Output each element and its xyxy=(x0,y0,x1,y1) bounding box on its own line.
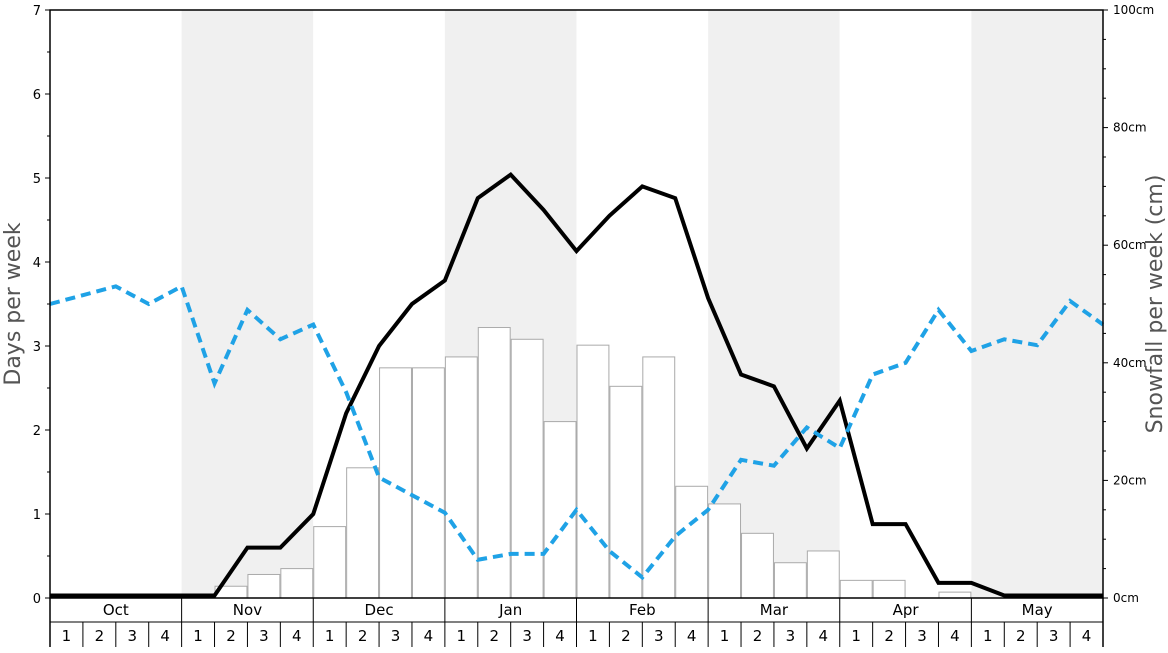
week-label: 3 xyxy=(786,627,796,645)
month-band-apr xyxy=(839,10,972,598)
bar-week-26 xyxy=(872,579,906,599)
bar-week-16 xyxy=(543,421,577,599)
week-label: 4 xyxy=(555,627,565,645)
days-line-group xyxy=(50,171,1103,598)
week-label: 3 xyxy=(391,627,401,645)
month-label-feb: Feb xyxy=(629,601,656,619)
right-tick-label: 0cm xyxy=(1113,591,1139,605)
bar-week-11 xyxy=(379,367,412,599)
bar-week-15 xyxy=(510,338,544,599)
month-band-oct xyxy=(50,10,182,598)
week-label: 4 xyxy=(950,627,960,645)
bar-week-22 xyxy=(741,532,774,599)
week-label: 3 xyxy=(127,627,137,645)
y-axis-title: Days per week xyxy=(1,222,26,385)
week-label: 4 xyxy=(424,627,434,645)
week-label: 4 xyxy=(160,627,170,645)
week-label: 2 xyxy=(753,627,763,645)
x-axis: Oct 1 2 3 4 Nov 1 2 3 4 Dec 1 2 3 4 Jan 1 2 3 4 Feb 1 2 3 4 Mar 1 2… xyxy=(49,598,1104,647)
bar-week-19 xyxy=(642,356,676,599)
right-tick-label: 60cm xyxy=(1113,238,1147,252)
bar-week-8 xyxy=(280,568,314,599)
week-label: 2 xyxy=(884,627,894,645)
month-band-nov xyxy=(181,10,314,598)
snowfall-line-group xyxy=(49,283,1105,581)
bar-week-17 xyxy=(576,344,610,599)
week-label: 1 xyxy=(983,627,993,645)
days-line xyxy=(50,171,1103,598)
left-tick-label: 6 xyxy=(33,88,41,103)
month-label-may: May xyxy=(1022,601,1053,619)
week-label: 2 xyxy=(95,627,105,645)
week-label: 3 xyxy=(917,627,927,645)
bar-week-21 xyxy=(708,503,742,599)
week-label: 2 xyxy=(358,627,368,645)
week-label: 1 xyxy=(62,627,72,645)
week-label: 1 xyxy=(193,627,203,645)
week-label: 1 xyxy=(457,627,467,645)
bars xyxy=(214,327,972,599)
left-tick-label: 5 xyxy=(33,172,41,187)
right-axis: 0cm 20cm 40cm 60cm 80cm 100cm xyxy=(1103,3,1154,605)
left-tick-label: 0 xyxy=(33,592,41,607)
week-label: 1 xyxy=(325,627,335,645)
month-label-mar: Mar xyxy=(760,601,789,619)
month-label-jan: Jan xyxy=(498,601,522,619)
bar-week-25 xyxy=(839,579,873,599)
week-label: 3 xyxy=(259,627,269,645)
week-label: 1 xyxy=(588,627,598,645)
month-label-oct: Oct xyxy=(103,601,129,619)
bar-week-12 xyxy=(411,367,445,599)
bar-week-14 xyxy=(477,327,511,599)
week-label: 4 xyxy=(1082,627,1092,645)
month-label-nov: Nov xyxy=(233,601,262,619)
right-tick-label: 20cm xyxy=(1113,473,1147,487)
week-label: 1 xyxy=(720,627,730,645)
week-label: 4 xyxy=(819,627,829,645)
month-band-mar xyxy=(708,10,840,598)
bar-week-10 xyxy=(346,467,380,599)
week-label: 2 xyxy=(489,627,499,645)
month-band-may xyxy=(971,10,1103,598)
bar-week-28 xyxy=(938,591,972,599)
bar-week-13 xyxy=(444,356,478,599)
month-label-apr: Apr xyxy=(893,601,920,619)
y2-axis-title: Snowfall per week (cm) xyxy=(1143,175,1168,434)
week-label: 3 xyxy=(654,627,664,645)
bar-week-23 xyxy=(773,562,807,599)
week-label: 2 xyxy=(1016,627,1026,645)
bar-week-7 xyxy=(247,573,281,599)
right-tick-label: 40cm xyxy=(1113,356,1147,370)
left-tick-label: 2 xyxy=(33,424,41,439)
week-label: 3 xyxy=(522,627,532,645)
week-label: 2 xyxy=(621,627,631,645)
week-label: 4 xyxy=(292,627,302,645)
left-axis: 0 1 2 3 4 5 6 7 xyxy=(33,4,50,607)
left-tick-label: 1 xyxy=(33,508,41,523)
week-label: 4 xyxy=(687,627,697,645)
bar-week-9 xyxy=(313,526,347,599)
right-tick-label: 100cm xyxy=(1113,3,1154,17)
left-tick-label: 4 xyxy=(33,256,41,271)
month-label-dec: Dec xyxy=(365,601,394,619)
bar-week-20 xyxy=(675,485,709,599)
left-tick-label: 3 xyxy=(33,340,41,355)
left-tick-label: 7 xyxy=(33,4,41,19)
bar-week-24 xyxy=(806,550,840,599)
week-label: 2 xyxy=(226,627,236,645)
snowfall-line xyxy=(49,283,1105,581)
right-tick-label: 80cm xyxy=(1113,121,1147,135)
week-label: 1 xyxy=(851,627,861,645)
week-label: 3 xyxy=(1049,627,1059,645)
